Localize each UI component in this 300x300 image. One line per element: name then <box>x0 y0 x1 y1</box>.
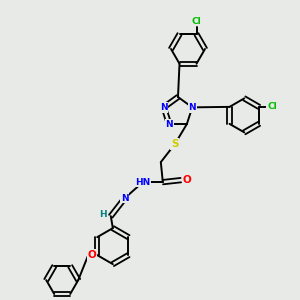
Text: N: N <box>160 103 167 112</box>
Text: Cl: Cl <box>192 17 201 26</box>
Text: O: O <box>88 250 97 260</box>
Text: H: H <box>99 210 106 219</box>
Text: O: O <box>182 175 191 185</box>
Text: N: N <box>165 120 173 129</box>
Text: N: N <box>121 194 129 202</box>
Text: S: S <box>171 139 178 149</box>
Text: N: N <box>188 103 196 112</box>
Text: Cl: Cl <box>267 102 277 111</box>
Text: HN: HN <box>135 178 150 187</box>
